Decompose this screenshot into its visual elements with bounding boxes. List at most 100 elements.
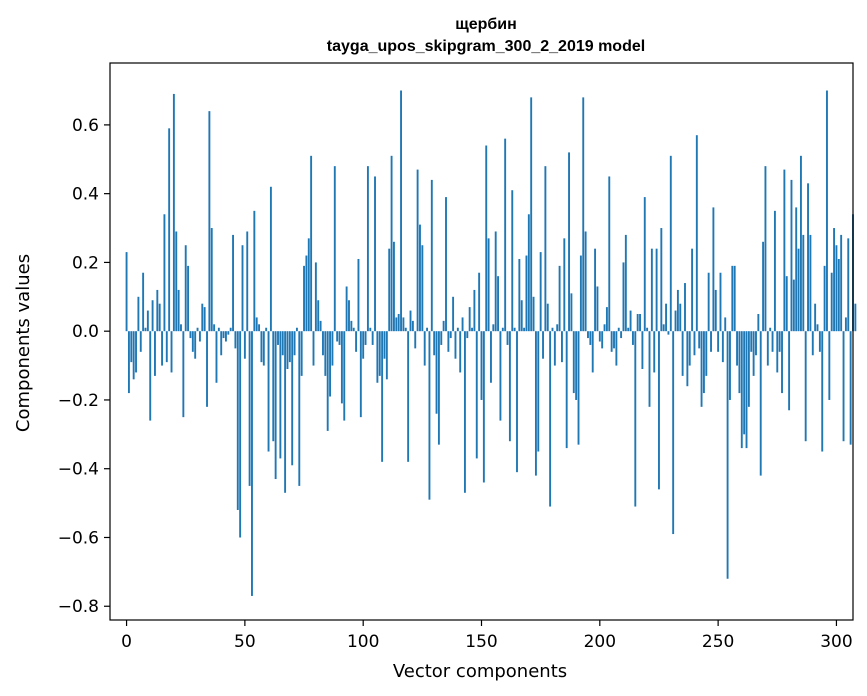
bar [710, 331, 712, 352]
bar [236, 331, 239, 510]
bar [764, 166, 767, 332]
bar [676, 289, 679, 332]
bar [127, 331, 130, 394]
bar [260, 331, 263, 363]
y-axis-label: Components values [13, 254, 34, 432]
bar [345, 286, 348, 332]
bar [454, 331, 457, 359]
bar [161, 331, 163, 366]
bar [300, 331, 303, 376]
bar [828, 331, 831, 400]
bar [196, 327, 199, 332]
bar [442, 320, 445, 332]
bar [312, 331, 315, 366]
bar [291, 331, 294, 466]
bar [686, 331, 689, 387]
bar [766, 331, 769, 366]
bar [762, 241, 765, 332]
bar [409, 310, 412, 332]
bar [225, 331, 227, 342]
bar [577, 331, 580, 445]
bar [452, 296, 455, 332]
bar [213, 324, 216, 332]
bar [712, 207, 715, 332]
bar [463, 331, 466, 493]
bar [646, 327, 649, 332]
bar [785, 276, 788, 332]
bar [473, 289, 476, 332]
bar [802, 234, 805, 332]
x-tick-label: 0 [121, 632, 132, 652]
y-tick-label: 0.4 [72, 185, 99, 205]
bar [665, 303, 668, 332]
bar [755, 331, 757, 356]
bar [811, 331, 814, 356]
bar [525, 255, 528, 332]
bar [492, 324, 495, 332]
bar [151, 300, 154, 332]
bar [471, 327, 473, 332]
bar [456, 327, 459, 332]
bar [575, 331, 578, 400]
bar [837, 258, 840, 332]
bar [795, 207, 798, 332]
bar [641, 331, 644, 370]
bar [277, 331, 279, 345]
bar [222, 331, 225, 339]
x-tick-label: 250 [702, 632, 734, 652]
bar [163, 214, 166, 332]
bar [355, 331, 358, 352]
bar [459, 331, 462, 373]
bar [130, 331, 133, 363]
bars-group [125, 90, 857, 596]
bar [203, 307, 206, 332]
bar [804, 331, 807, 442]
bar [189, 331, 192, 339]
bar [333, 166, 336, 332]
x-tick-label: 50 [234, 632, 256, 652]
bar [568, 152, 570, 332]
bar [298, 331, 301, 486]
bar [615, 331, 618, 366]
bar [714, 289, 717, 332]
bar [771, 331, 774, 352]
bar [293, 331, 296, 356]
bar [423, 331, 426, 366]
y-tick-label: −0.2 [58, 391, 99, 411]
bar [251, 331, 253, 596]
bar [508, 331, 511, 442]
bar [757, 313, 760, 332]
chart-title-line1: щербин [455, 16, 517, 33]
bar [629, 310, 632, 332]
bar [381, 331, 384, 462]
bar [530, 97, 533, 332]
bar [769, 327, 772, 332]
bar [830, 272, 833, 332]
bar [603, 324, 606, 332]
bar [639, 313, 641, 332]
bar [662, 324, 665, 332]
bar [627, 327, 630, 332]
bar [783, 169, 786, 332]
bar [241, 245, 244, 332]
bar [660, 228, 663, 332]
bar [369, 327, 372, 332]
chart-title-line2: tayga_upos_skipgram_300_2_2019 model [327, 38, 645, 55]
bar [374, 176, 376, 332]
bar [790, 179, 793, 332]
bar [447, 331, 450, 352]
bar [542, 331, 544, 359]
bar [416, 169, 419, 332]
bar [821, 331, 824, 452]
bar [187, 265, 190, 332]
bar [504, 138, 507, 332]
bar [561, 331, 563, 363]
bar [546, 303, 549, 332]
bar [286, 331, 289, 370]
bar [558, 265, 561, 332]
bar [487, 238, 490, 332]
bar [165, 331, 168, 363]
bar [729, 331, 731, 400]
bar [591, 331, 594, 373]
bar [437, 331, 440, 445]
